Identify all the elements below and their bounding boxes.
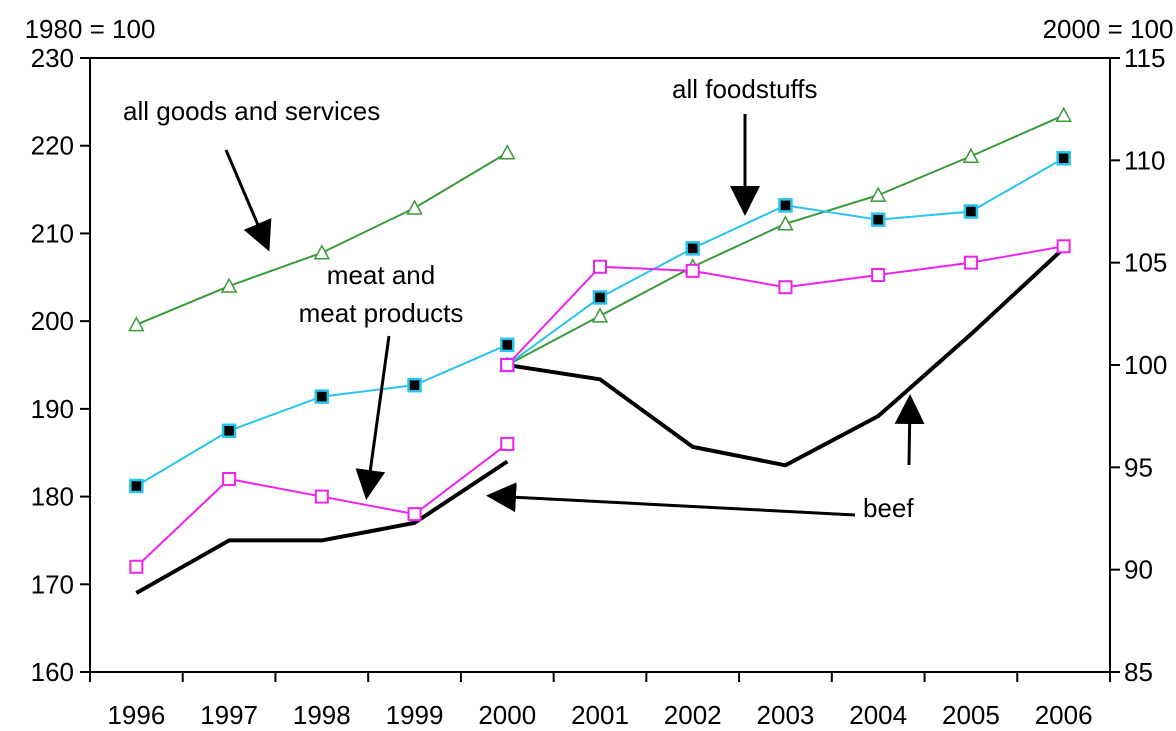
point-all-goods-and-services: [406, 199, 423, 215]
point-all-goods-and-services: [591, 307, 609, 323]
point-all-foodstuffs: [685, 241, 700, 256]
point-all-foodstuffs: [778, 198, 793, 213]
series-line-meat-and-meat-products-right: [506, 245, 1064, 366]
point-meat-and-meat-products: [129, 559, 144, 574]
point-all-goods-and-services: [1055, 106, 1072, 123]
x-tick-label: 2003: [757, 700, 815, 730]
left-tick-label: 220: [31, 131, 74, 161]
point-all-goods-and-services: [869, 186, 887, 202]
point-all-goods-and-services: [128, 316, 145, 332]
left-tick-label: 200: [31, 306, 74, 336]
point-meat-and-meat-products: [1056, 239, 1071, 254]
right-tick-label: 115: [1124, 43, 1165, 73]
left-tick-label: 210: [31, 218, 74, 248]
annotation-all-goods-arrow: [224, 149, 272, 252]
right-tick-label: 100: [1124, 350, 1167, 380]
right-tick-label: 85: [1124, 657, 1153, 687]
annotation-beef-arrow-2: [894, 394, 925, 466]
point-meat-and-meat-products: [500, 358, 515, 372]
left-tick-label: 180: [31, 482, 74, 512]
right-tick-label: 105: [1124, 248, 1167, 278]
series-line-beef-left: [135, 459, 509, 595]
point-all-goods-and-services: [499, 144, 516, 160]
point-all-goods-and-services: [220, 277, 238, 293]
annotation-all-food: all foodstuffs: [672, 74, 818, 104]
x-tick-label: 2006: [1035, 700, 1093, 730]
left-tick-label: 230: [31, 43, 74, 73]
point-meat-and-meat-products: [222, 472, 237, 487]
left-tick-label: 170: [31, 569, 74, 599]
point-all-foodstuffs: [1056, 151, 1071, 166]
x-tick-label: 2002: [664, 700, 722, 730]
point-meat-and-meat-products: [778, 280, 793, 295]
point-all-foodstuffs: [592, 290, 608, 305]
point-all-goods-and-services: [313, 244, 331, 260]
right-axis-label: 2000 = 100: [1043, 14, 1174, 44]
series-line-beef-right: [506, 246, 1065, 468]
annotation-beef: beef: [863, 493, 914, 523]
point-meat-and-meat-products: [685, 263, 700, 278]
x-tick-label: 1996: [107, 700, 165, 730]
point-all-foodstuffs: [407, 377, 422, 393]
left-axis-label: 1980 = 100: [25, 14, 156, 44]
point-all-foodstuffs: [870, 212, 886, 227]
point-all-goods-and-services: [962, 147, 980, 163]
annotations: all goods and services all foodstuffs me…: [123, 74, 925, 523]
left-tick-label: 190: [31, 394, 74, 424]
right-tick-label: 110: [1124, 145, 1165, 175]
point-meat-and-meat-products: [963, 255, 978, 270]
annotation-meat-arrow: [355, 335, 391, 500]
annotation-all-goods: all goods and services: [123, 96, 380, 126]
x-tick-label: 2000: [478, 700, 536, 730]
point-meat-and-meat-products: [500, 436, 515, 451]
point-all-foodstuffs: [221, 423, 237, 439]
annotation-meat-line1: meat and: [327, 260, 435, 290]
point-all-foodstuffs: [314, 389, 330, 404]
point-meat-and-meat-products: [593, 259, 607, 274]
x-tick-label: 2004: [849, 700, 907, 730]
annotation-beef-arrow: [486, 482, 856, 517]
point-all-foodstuffs: [963, 204, 979, 219]
x-tick-label: 1997: [200, 700, 258, 730]
right-tick-label: 90: [1124, 555, 1153, 585]
series-layer: [128, 106, 1072, 595]
axes: 160 170 180 190 200 210 220 230 85 90 95 100 105 110 1…: [31, 43, 1168, 730]
left-tick-label: 160: [31, 657, 74, 687]
x-tick-label: 2005: [942, 700, 1000, 730]
series-line-all-foodstuffs-left: [135, 343, 508, 487]
point-all-foodstuffs: [500, 337, 515, 353]
point-all-foodstuffs: [129, 478, 144, 494]
x-tick-label: 1998: [293, 700, 351, 730]
plot-frame: [89, 57, 1111, 673]
point-meat-and-meat-products: [871, 267, 886, 282]
point-all-goods-and-services: [777, 215, 794, 231]
x-tick-label: 1999: [386, 700, 444, 730]
point-meat-and-meat-products: [314, 489, 329, 504]
series-line-meat-and-meat-products-left: [135, 443, 508, 568]
right-tick-label: 95: [1124, 452, 1153, 482]
x-tick-label: 2001: [571, 700, 629, 730]
point-meat-and-meat-products: [407, 507, 422, 522]
annotation-meat-line2: meat products: [299, 298, 464, 328]
